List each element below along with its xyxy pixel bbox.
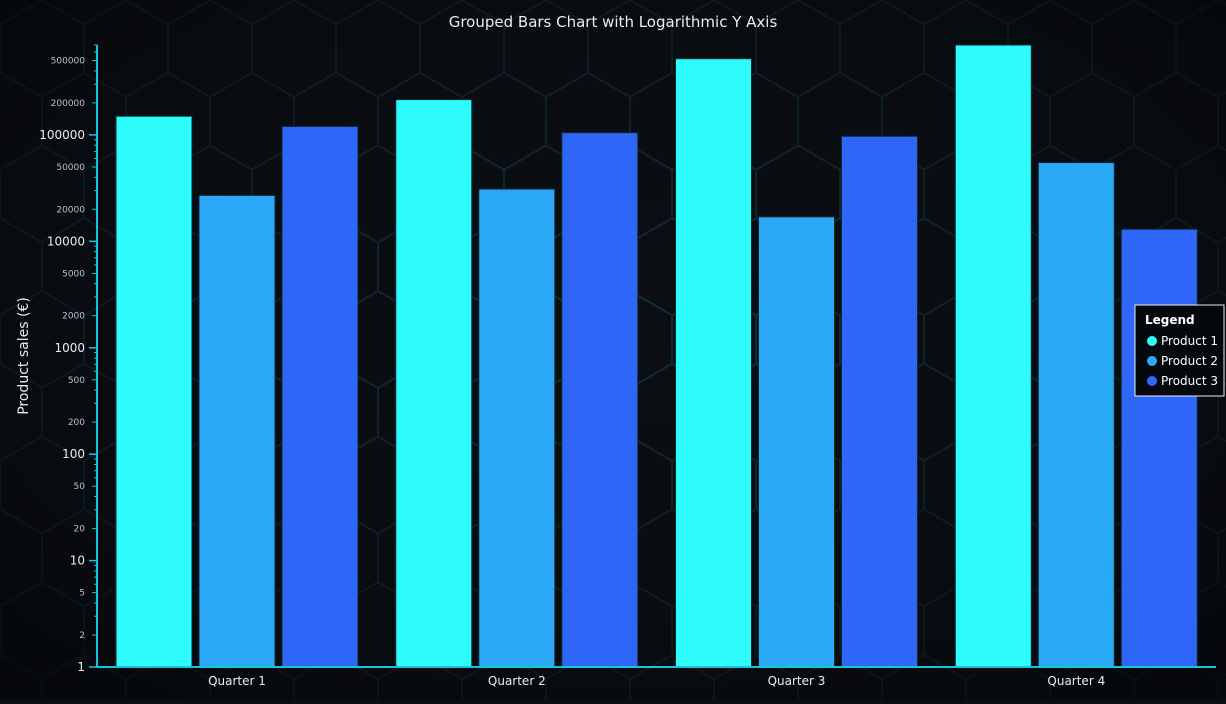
legend-box [1134, 304, 1225, 397]
y-major-tick-label: 1 [77, 660, 85, 674]
legend-label: Product 2 [1161, 354, 1218, 368]
y-major-tick-label: 10 [70, 554, 85, 568]
bar-3-series-1 [675, 58, 752, 668]
legend-label: Product 1 [1161, 334, 1218, 348]
bar-3-series-3 [841, 135, 918, 668]
y-minor-tick-label: 20 [74, 525, 86, 535]
chart-title: Grouped Bars Chart with Logarithmic Y Ax… [449, 13, 778, 31]
legend-items: Product 1 Product 2 Product 3 [1147, 334, 1218, 388]
y-minor-tick-label: 200 [68, 418, 85, 428]
bar-4-series-2 [1037, 162, 1115, 668]
x-tick-label: Quarter 2 [488, 674, 546, 688]
bar-2-series-2 [478, 188, 556, 668]
legend: Legend Product 1 Product 2 Product 3 [1134, 304, 1225, 397]
y-major-tick-label: 100000 [39, 128, 85, 142]
y-axis: 2 5 20 50 200 500 2000 5000 20000 50000 200000 5000… [39, 44, 98, 674]
y-minor-tick-label: 2 [79, 631, 85, 641]
y-minor-tick-label: 500 [68, 376, 85, 386]
bar-4-series-1 [954, 44, 1032, 668]
y-major-tick-label: 1000 [54, 341, 85, 355]
x-tick-label: Quarter 1 [208, 674, 266, 688]
y-major-tick-label: 100 [62, 447, 85, 461]
bar-4-series-3 [1120, 228, 1198, 668]
legend-marker [1147, 376, 1157, 386]
bar-2-series-1 [395, 99, 473, 668]
x-axis: Quarter 1 Quarter 2 Quarter 3 Quarter 4 [97, 666, 1216, 688]
legend-title: Legend [1145, 313, 1195, 327]
bars-layer [115, 44, 1198, 668]
y-minor-tick-label: 2000 [62, 312, 85, 322]
bar-2-series-3 [561, 132, 639, 668]
bar-1-series-1 [115, 115, 193, 668]
y-major-tick-label: 10000 [47, 234, 85, 248]
bar-1-series-2 [198, 194, 276, 668]
x-tick-label: Quarter 3 [768, 674, 826, 688]
y-minor-tick-label: 20000 [56, 205, 85, 215]
y-minor-tick-label: 5000 [62, 269, 85, 279]
y-minor-tick-label: 50000 [56, 163, 85, 173]
y-axis-label: Product sales (€) [16, 297, 32, 415]
y-minor-tick-label: 500000 [51, 57, 86, 67]
x-tick-label: Quarter 4 [1047, 674, 1105, 688]
y-minor-tick-label: 5 [79, 589, 85, 599]
legend-marker [1147, 356, 1157, 366]
legend-label: Product 3 [1161, 374, 1218, 388]
y-minor-tick-label: 50 [74, 482, 86, 492]
bar-1-series-3 [281, 126, 359, 668]
legend-marker [1147, 336, 1157, 346]
bar-3-series-2 [758, 216, 835, 668]
y-minor-tick-label: 200000 [51, 99, 86, 109]
